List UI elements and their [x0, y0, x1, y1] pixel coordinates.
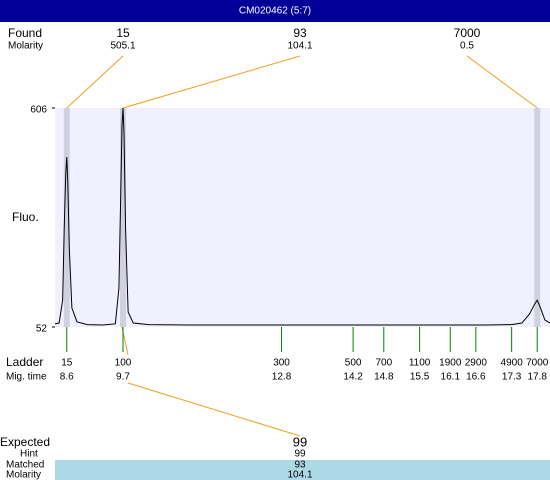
ladder-time: 14.2	[343, 372, 363, 383]
hint-label: Hint	[20, 449, 38, 460]
ladder-size: 700	[375, 358, 392, 369]
molarity-value: 104.1	[287, 470, 312, 480]
ladder-size: 4900	[501, 358, 524, 369]
mig-time-label: Mig. time	[6, 372, 47, 383]
expected-value: 99	[293, 434, 307, 449]
expected-link	[127, 382, 301, 437]
expected-label: Expected	[0, 435, 50, 449]
peak-band	[534, 108, 541, 327]
found-size: 7000	[454, 26, 481, 40]
ladder-size: 2900	[465, 358, 488, 369]
ladder-time: 14.8	[374, 372, 394, 383]
y-tick-label: 606	[30, 105, 47, 116]
title: CM020462 (5:7)	[239, 6, 311, 17]
ladder-size: 500	[345, 358, 362, 369]
found-size: 15	[116, 26, 130, 40]
peak-link	[66, 55, 124, 109]
ladder-size: 7000	[526, 358, 549, 369]
y-tick-label: 52	[36, 324, 48, 335]
found-molarity: 104.1	[287, 41, 312, 52]
matched-value: 93	[294, 460, 306, 471]
peak-link	[466, 55, 538, 109]
ladder-size: 1900	[439, 358, 462, 369]
matched-band	[55, 460, 550, 480]
ladder-time: 12.8	[272, 372, 292, 383]
peak-link	[122, 55, 301, 109]
found-size: 93	[293, 26, 307, 40]
ladder-size: 100	[115, 358, 132, 369]
plot-area	[55, 108, 550, 327]
molarity-label: Molarity	[8, 41, 43, 52]
y-axis-label: Fluo.	[12, 210, 39, 224]
ladder-size: 15	[61, 358, 73, 369]
found-label: Found	[8, 26, 42, 40]
hint-value: 99	[294, 449, 306, 460]
found-molarity: 0.5	[460, 41, 474, 52]
found-molarity: 505.1	[110, 41, 135, 52]
matched-label: Matched	[6, 460, 44, 471]
ladder-time: 9.7	[116, 372, 130, 383]
ladder-time: 17.8	[527, 372, 547, 383]
peak-band	[63, 108, 70, 327]
ladder-size: 1100	[409, 358, 431, 369]
trace	[54, 107, 550, 326]
ladder-size: 300	[273, 358, 290, 369]
ladder-time: 17.3	[502, 372, 522, 383]
ladder-time: 8.6	[60, 372, 74, 383]
peak-band	[120, 108, 127, 327]
ladder-time: 16.1	[441, 372, 461, 383]
title-bar	[0, 0, 550, 22]
ladder-time: 15.5	[410, 372, 430, 383]
ladder-time: 16.6	[466, 372, 486, 383]
molarity-label: Molarity	[6, 470, 41, 480]
ladder-label: Ladder	[6, 355, 43, 369]
